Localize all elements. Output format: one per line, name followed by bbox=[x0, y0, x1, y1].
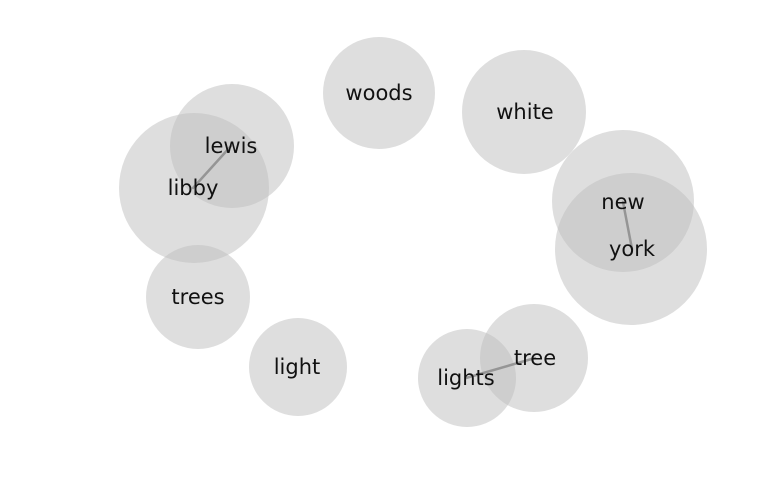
word-label-woods: woods bbox=[345, 81, 412, 105]
links-layer bbox=[191, 144, 634, 380]
word-label-lights: lights bbox=[437, 366, 494, 390]
bubbles-layer bbox=[119, 37, 707, 427]
word-bubble-white bbox=[462, 50, 586, 174]
link-new-york bbox=[621, 200, 634, 251]
word-label-new: new bbox=[601, 190, 644, 214]
word-bubble-trees bbox=[146, 245, 250, 349]
word-label-white: white bbox=[496, 100, 553, 124]
bubble-circle-trees bbox=[146, 245, 250, 349]
word-bubble-woods bbox=[323, 37, 435, 149]
labels-layer: woods white lewis libby new york trees light tre… bbox=[168, 81, 656, 390]
word-label-tree: tree bbox=[514, 346, 556, 370]
bubble-circle-woods bbox=[323, 37, 435, 149]
word-label-lewis: lewis bbox=[205, 134, 258, 158]
word-label-light: light bbox=[274, 355, 321, 379]
word-label-libby: libby bbox=[168, 176, 219, 200]
word-label-york: york bbox=[609, 237, 656, 261]
link-tree-lights bbox=[464, 356, 537, 380]
word-label-trees: trees bbox=[171, 285, 224, 309]
word-bubble-light bbox=[249, 318, 347, 416]
bubble-circle-light bbox=[249, 318, 347, 416]
bubble-circle-white bbox=[462, 50, 586, 174]
link-lewis-libby bbox=[191, 144, 233, 190]
